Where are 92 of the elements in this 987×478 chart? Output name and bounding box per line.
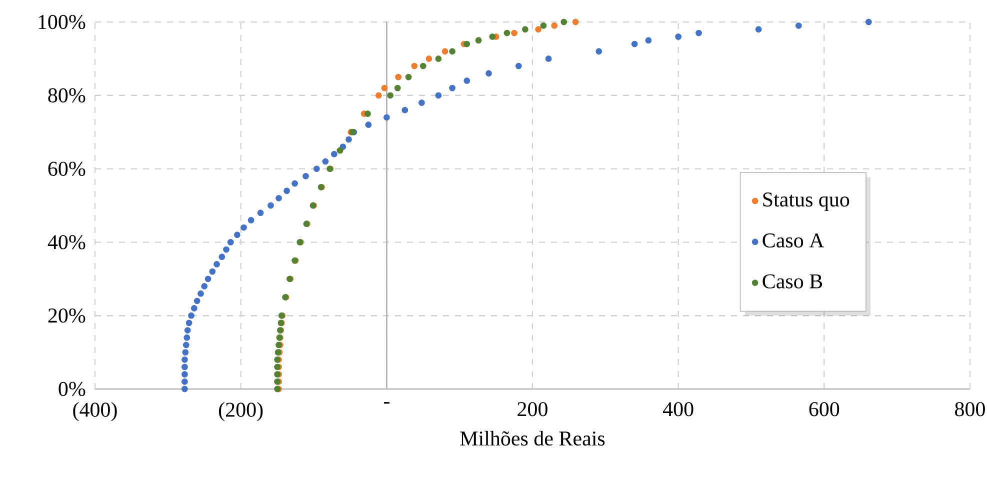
point [182,342,190,348]
point [489,33,496,40]
point [182,349,189,356]
point [865,18,872,26]
point [572,18,579,26]
point [302,172,309,180]
legend-label: Caso A [762,233,824,248]
point [240,224,247,231]
point [234,232,240,238]
x-tick-label: 400 [662,402,694,416]
y-tick-label: 80% [48,88,86,103]
point [435,56,442,62]
point [223,246,230,253]
point [383,114,390,121]
point [535,26,542,33]
y-tick-label: 0% [58,382,86,396]
point [181,371,188,378]
point [540,22,547,29]
point [464,40,470,48]
point [181,386,188,392]
x-tick-label: - [384,402,390,404]
x-tick-label: (200) [219,402,263,422]
point [330,150,338,158]
point [194,298,200,304]
point [284,188,290,194]
point [420,62,426,70]
point [364,110,371,117]
y-tick-label: 60% [48,162,86,176]
point [418,100,425,106]
x-axis-title: Milhões de Reais [460,430,605,446]
point [181,356,188,363]
x-tick-label: 800 [955,402,985,416]
point [464,78,470,84]
y-tick-label: 100% [38,14,86,30]
point [209,268,216,275]
point [551,22,558,29]
point [181,364,188,370]
point [346,136,352,143]
point [387,92,394,99]
point [313,166,320,172]
point [426,56,432,62]
point [402,106,408,114]
y-tick-label: 40% [48,235,86,250]
point [218,254,226,260]
point [248,216,254,224]
legend-label: Caso B [762,274,822,288]
point [322,158,329,165]
point [188,312,194,319]
point [755,26,762,33]
point [522,26,528,33]
point [186,320,192,326]
x-tick-label: (400) [73,402,117,422]
point [411,62,418,70]
point [181,378,188,385]
point [204,276,212,282]
point [292,180,298,187]
point [435,92,442,99]
point [596,48,602,55]
point [395,74,402,80]
point [201,283,208,290]
x-tick-label: 200 [518,402,548,416]
point [515,62,522,70]
point [381,84,388,92]
point [504,30,510,36]
x-tick-label: 600 [809,402,840,416]
point [198,290,204,297]
point [190,305,198,312]
point [365,122,372,128]
point [696,30,702,36]
point [449,48,456,55]
y-tick-label: 20% [48,308,86,323]
legend-label: Status quo [763,192,850,211]
point [511,30,518,36]
point [184,334,190,341]
point [375,92,382,99]
point [631,40,638,48]
point [394,84,401,92]
point [405,74,412,80]
point [257,210,264,216]
point [795,22,802,29]
point [449,84,456,92]
point [486,70,492,77]
point [442,48,448,55]
point [560,18,568,26]
point [214,261,220,268]
point [184,327,191,334]
point [545,56,552,62]
point [675,33,682,40]
point [268,202,274,209]
point [227,239,234,246]
point [276,194,282,202]
point [645,37,652,44]
